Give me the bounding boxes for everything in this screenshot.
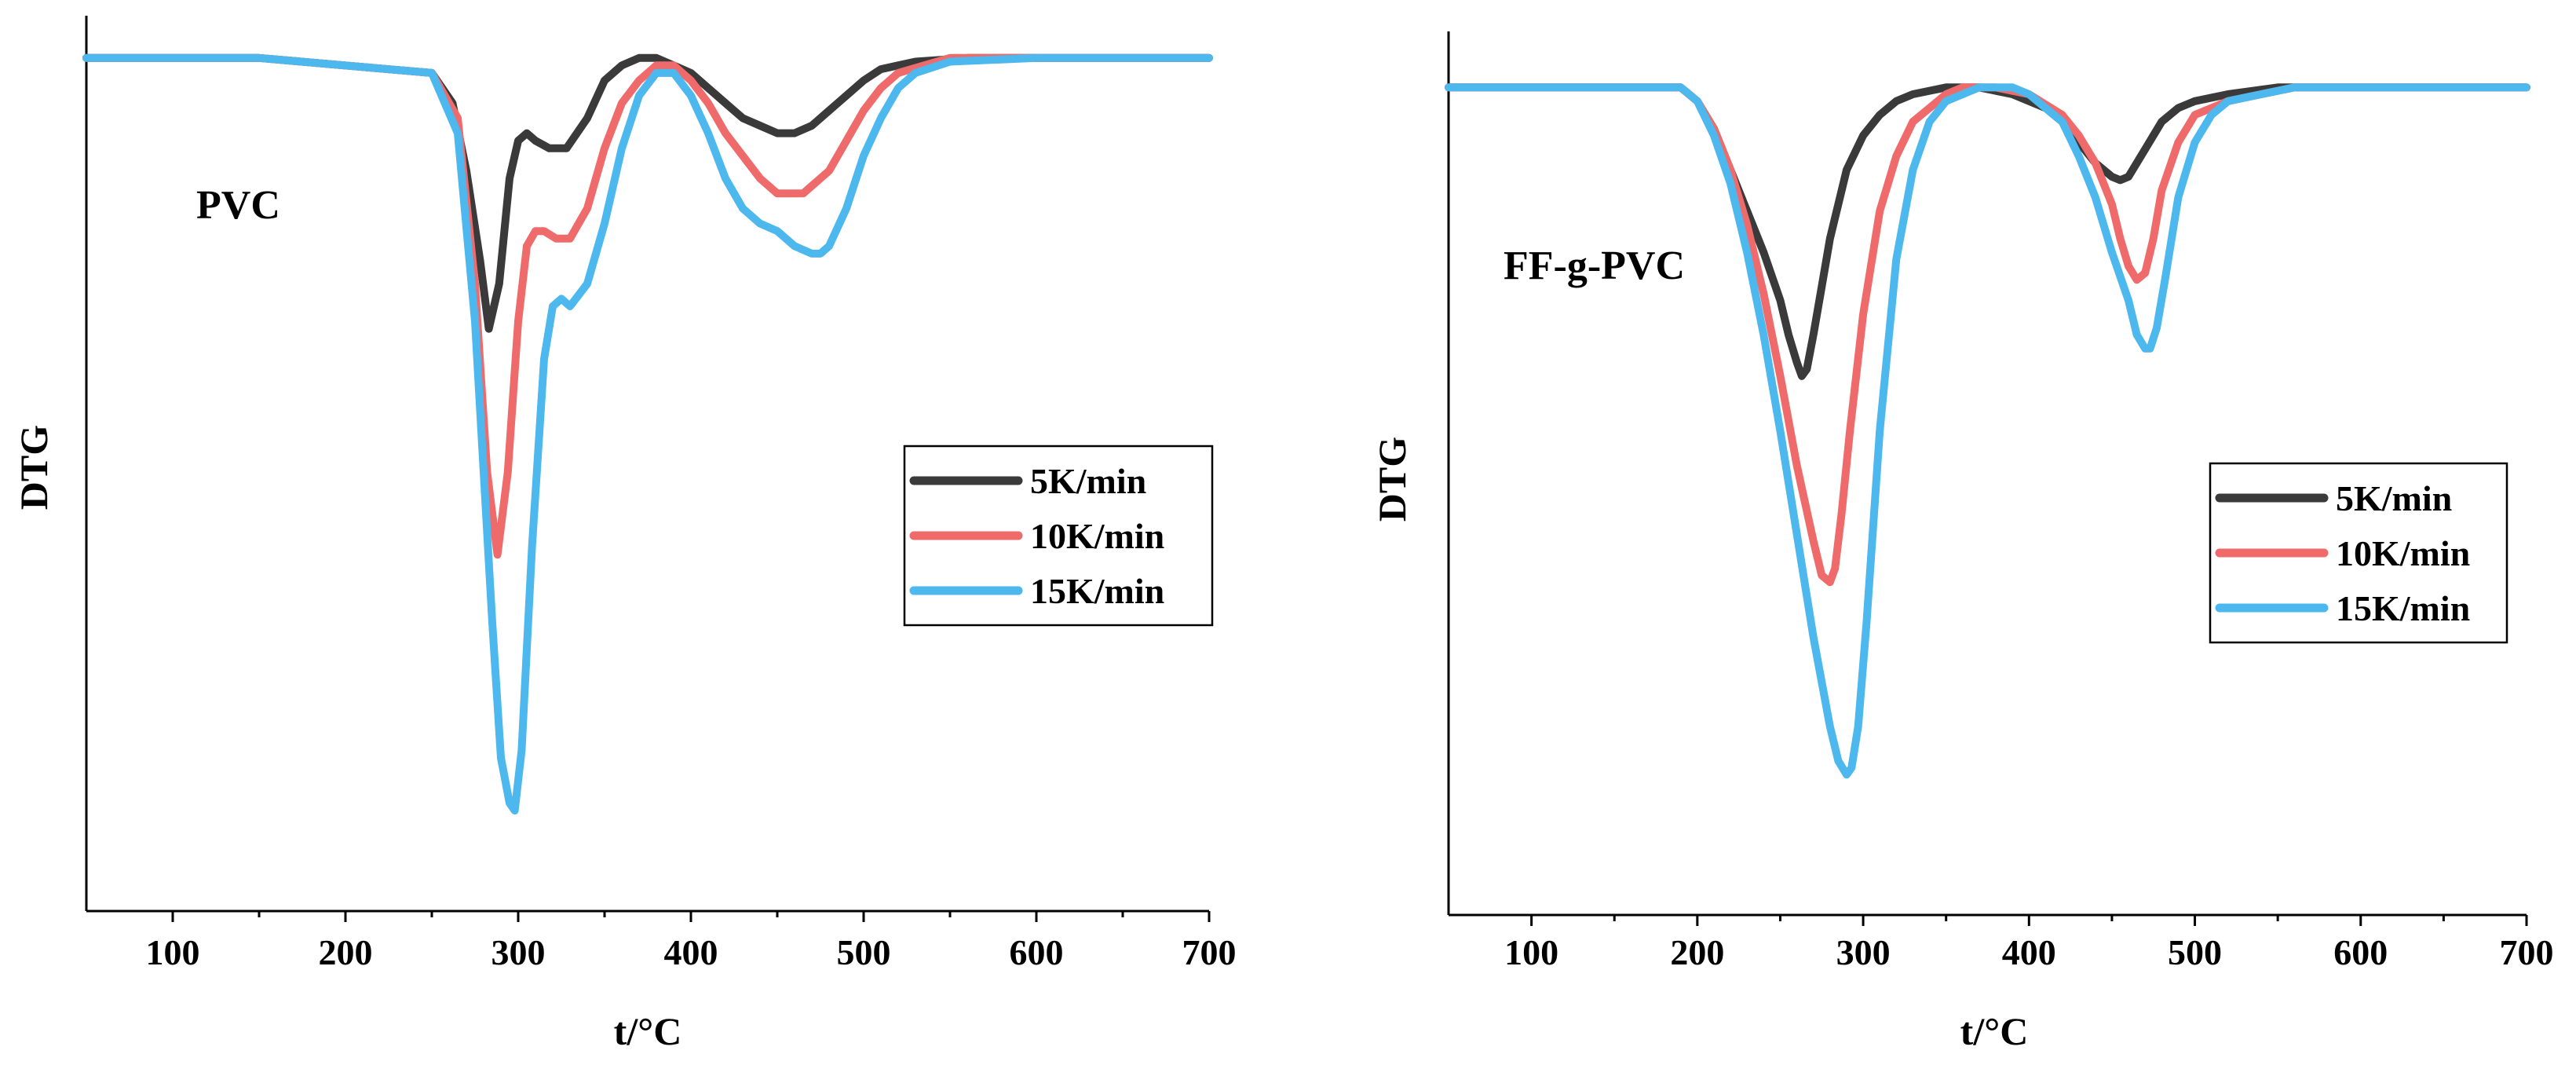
legend-label: 15K/min [2336, 588, 2470, 628]
series-line-15kmin [82, 53, 1213, 815]
x-axis-title: t/°C [1960, 1009, 2029, 1053]
series-line-10kmin [1445, 83, 2530, 587]
legend: 5K/min 10K/min 15K/min [2209, 462, 2508, 644]
x-tick-label: 100 [1504, 932, 1558, 972]
x-ticks [171, 911, 1211, 922]
legend-label: 15K/min [1030, 571, 1164, 611]
x-tick-label: 700 [1182, 932, 1237, 972]
legend-label: 5K/min [1030, 461, 1146, 501]
x-tick-label: 200 [1670, 932, 1724, 972]
x-tick-label: 100 [146, 932, 200, 972]
series-line-15kmin [1445, 83, 2530, 779]
legend: 5K/min 10K/min 15K/min [903, 445, 1214, 627]
x-tick-label: 400 [664, 932, 718, 972]
x-ticks [1530, 915, 2528, 926]
y-axis-title: DTG [12, 425, 56, 510]
x-tick-label: 500 [837, 932, 891, 972]
chart-ff-g-pvc: 100 200 300 400 500 600 700 FF-g-PVC t/°C DTG … [1370, 31, 2554, 1053]
series-lines [1445, 83, 2530, 779]
x-tick-label: 500 [2168, 932, 2222, 972]
chart-annotation: FF-g-PVC [1504, 243, 1685, 288]
x-tick-label: 300 [1836, 932, 1891, 972]
x-tick-labels: 100 200 300 400 500 600 700 [146, 932, 1237, 972]
legend-label: 5K/min [2336, 478, 2452, 518]
x-tick-label: 700 [2500, 932, 2554, 972]
legend-label: 10K/min [1030, 516, 1164, 556]
x-tick-label: 400 [2002, 932, 2056, 972]
series-line-10kmin [82, 53, 1213, 559]
x-tick-label: 600 [1010, 932, 1064, 972]
x-tick-label: 200 [319, 932, 373, 972]
series-lines [82, 53, 1213, 815]
x-tick-labels: 100 200 300 400 500 600 700 [1504, 932, 2553, 972]
x-axis-title: t/°C [614, 1009, 682, 1053]
x-tick-label: 300 [491, 932, 546, 972]
series-line-5kmin [82, 53, 1213, 333]
legend-label: 10K/min [2336, 533, 2470, 573]
y-axis-title: DTG [1370, 437, 1414, 522]
chart-annotation: PVC [196, 183, 280, 228]
x-tick-label: 600 [2333, 932, 2388, 972]
chart-pvc: 100 200 300 400 500 600 700 PVC t/°C DTG 5K/mi… [12, 16, 1237, 1053]
series-line-5kmin [1445, 83, 2530, 380]
